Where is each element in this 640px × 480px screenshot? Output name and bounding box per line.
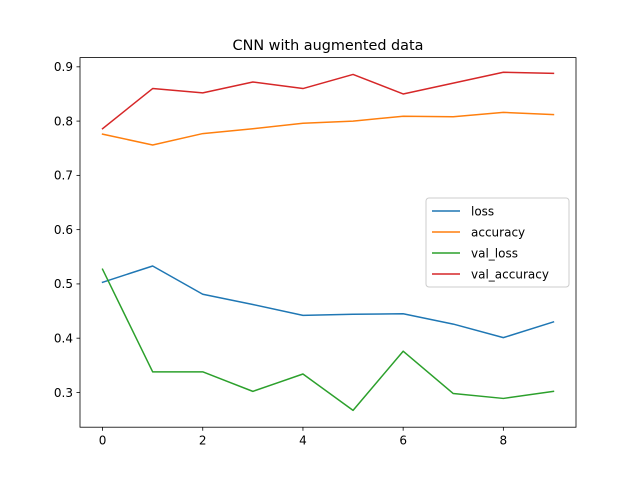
series-line-val-loss [101,268,555,412]
legend-label-val-accuracy: val_accuracy [471,267,549,281]
series-line-accuracy [101,111,555,146]
legend-label-accuracy: accuracy [471,225,525,239]
y-axis: 0.3 0.4 0.5 0.6 0.7 0.8 0.9 [54,60,80,400]
x-tick-label: 8 [500,434,508,448]
x-tick-label: 6 [399,434,407,448]
x-tick-label: 0 [99,434,107,448]
chart-title: CNN with augmented data [233,38,424,54]
y-tick-label: 0.8 [54,114,73,128]
series-line-loss [101,265,555,339]
y-tick-label: 0.6 [54,223,73,237]
legend-box [425,197,570,288]
x-axis: 0 2 4 6 8 [99,427,507,448]
legend-label-val-loss: val_loss [471,246,518,260]
legend-label-loss: loss [471,204,494,218]
y-tick-label: 0.5 [54,277,73,291]
y-tick-label: 0.3 [54,386,73,400]
series-line-val-accuracy [101,71,555,130]
x-tick-label: 4 [299,434,307,448]
y-tick-label: 0.4 [54,331,73,345]
plot-frame [79,57,577,428]
series-layer [101,71,555,412]
x-tick-label: 2 [199,434,207,448]
y-tick-label: 0.9 [54,60,73,74]
legend: loss accuracy val_loss val_accuracy [425,197,570,288]
y-tick-label: 0.7 [54,169,73,183]
